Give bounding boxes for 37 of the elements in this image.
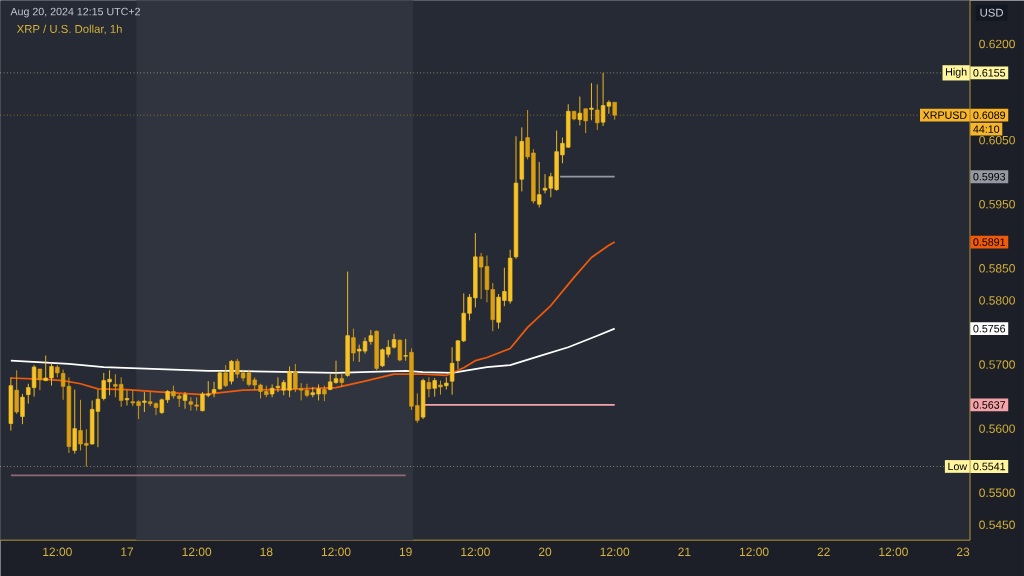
x-tick-label: 20 xyxy=(538,547,552,556)
y-tick-label: 0.5850 xyxy=(979,264,1015,273)
annotation: 0.5756 xyxy=(973,324,1006,333)
annotation: 0.6089 xyxy=(973,111,1006,119)
x-tick-label: 12:00 xyxy=(600,547,630,556)
annotation: 0.5541 xyxy=(973,462,1006,471)
y-tick-label: 0.5800 xyxy=(979,296,1015,305)
x-tick-label: 22 xyxy=(817,547,830,556)
y-tick-label: 0.5600 xyxy=(979,424,1015,433)
x-tick-label: 21 xyxy=(678,547,691,556)
annotation: 0.5891 xyxy=(973,238,1006,246)
y-tick-label: 0.5450 xyxy=(979,520,1015,529)
y-axis-title: USD xyxy=(980,8,1003,17)
x-tick-label: 17 xyxy=(121,547,134,556)
ref-line-label: XRPUSD xyxy=(922,111,967,119)
x-tick-label: 12:00 xyxy=(879,547,908,556)
x-tick-label: 12:00 xyxy=(739,547,769,556)
ref-line-label: High xyxy=(946,67,967,78)
text: XRP / U.S. Dollar, 1h xyxy=(16,24,122,35)
text: 44:10 xyxy=(973,125,1000,133)
x-tick-label: 19 xyxy=(399,547,412,556)
y-tick-label: 0.5500 xyxy=(979,488,1015,497)
x-tick-label: 23 xyxy=(956,547,970,556)
y-tick-label: 0.5950 xyxy=(979,199,1015,209)
text: Aug 20, 2024 12:15 UTC+2 xyxy=(10,7,140,18)
x-tick-label: 12:00 xyxy=(461,547,490,556)
x-tick-label: 12:00 xyxy=(43,547,72,556)
annotation: 0.6155 xyxy=(973,68,1006,77)
ref-line-label: Low xyxy=(948,462,968,471)
y-tick-label: 0.5700 xyxy=(979,360,1015,369)
annotation: 0.5637 xyxy=(973,401,1006,409)
annotation: 0.5993 xyxy=(973,172,1006,181)
y-tick-label: 0.6050 xyxy=(979,135,1015,145)
x-tick-label: 12:00 xyxy=(182,547,212,556)
x-tick-label: 12:00 xyxy=(321,547,351,556)
y-tick-label: 0.6200 xyxy=(979,39,1015,49)
x-tick-label: 18 xyxy=(260,547,273,556)
